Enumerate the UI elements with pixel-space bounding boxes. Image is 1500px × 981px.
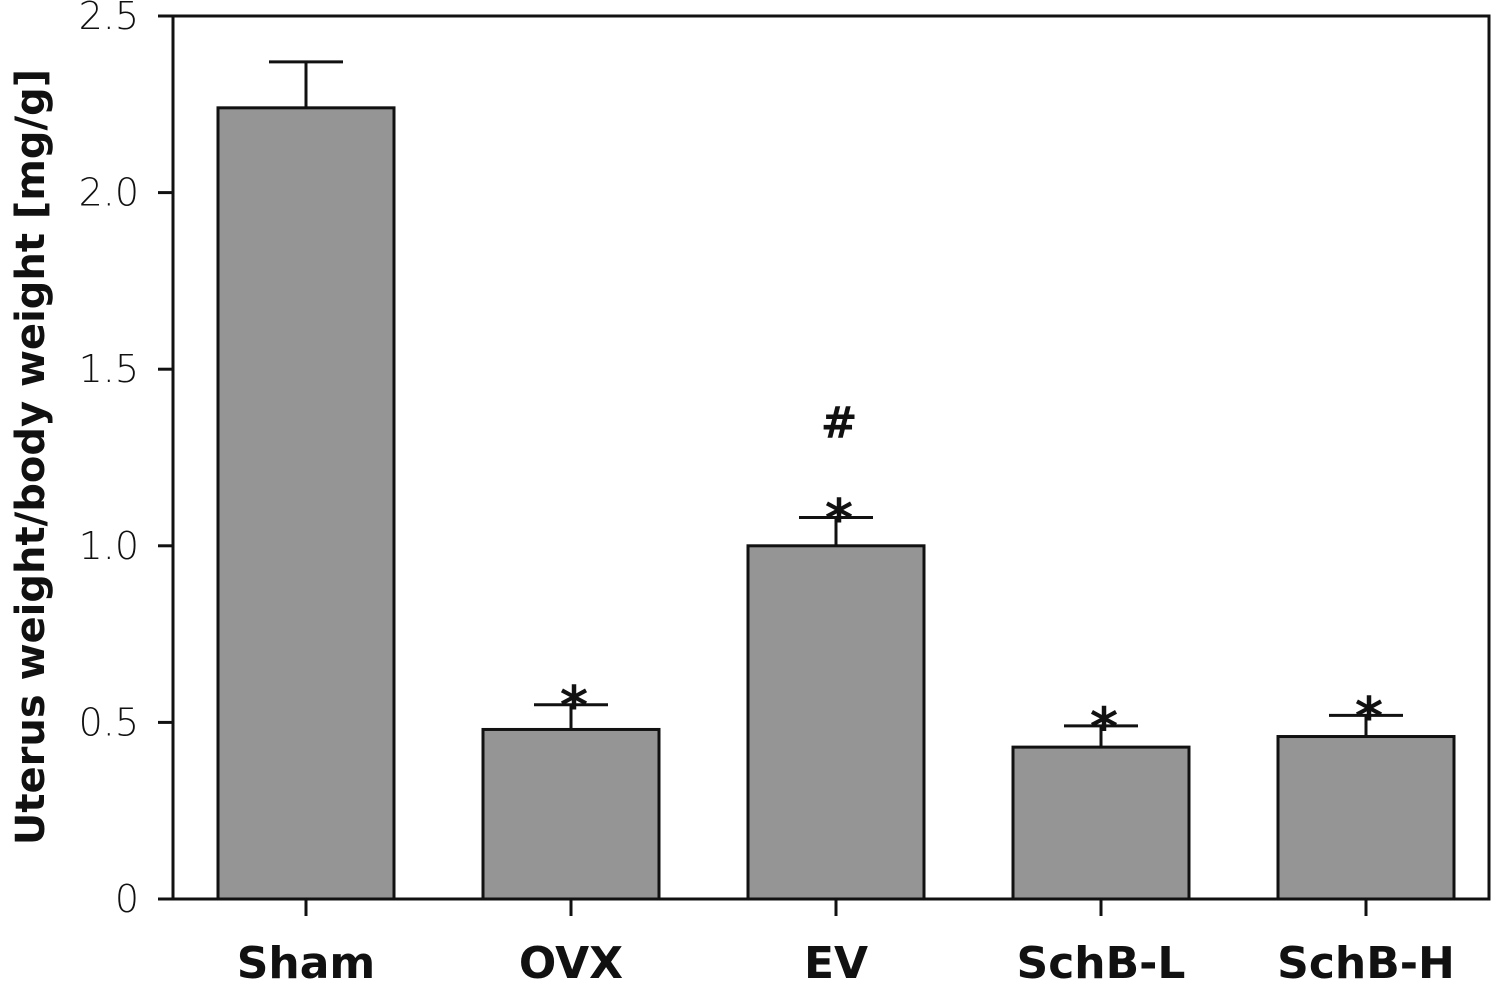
bar (1011, 745, 1191, 901)
y-axis-label: Uterus weight/body weight [mg/g] (8, 69, 54, 845)
significance-asterisk: * (560, 675, 588, 738)
y-tick-label: 0 (115, 877, 139, 921)
x-tick-label: SchB-H (1277, 938, 1455, 981)
significance-hash: # (821, 398, 858, 449)
y-tick-label: 1.0 (79, 524, 139, 568)
bar (481, 727, 661, 901)
significance-marks: * * # * * (560, 398, 1383, 759)
x-tick-label: EV (804, 938, 868, 981)
x-tick-label: OVX (519, 938, 623, 981)
y-tick-label: 0.5 (79, 700, 139, 744)
y-axis-ticks: 0 0.5 1.0 1.5 2.0 2.5 (79, 0, 173, 921)
significance-asterisk: * (1355, 685, 1383, 748)
bar (1276, 735, 1456, 901)
bar (216, 106, 396, 901)
y-tick-label: 2.0 (79, 171, 139, 215)
x-axis-ticks: Sham OVX EV SchB-L SchB-H (237, 899, 1455, 981)
x-tick-label: Sham (237, 938, 376, 981)
bars (216, 60, 1456, 901)
x-tick-label: SchB-L (1017, 938, 1186, 981)
significance-asterisk: * (825, 488, 853, 551)
y-tick-label: 2.5 (79, 0, 139, 38)
y-tick-label: 1.5 (79, 347, 139, 391)
significance-asterisk: * (1090, 696, 1118, 759)
bar (746, 544, 926, 901)
